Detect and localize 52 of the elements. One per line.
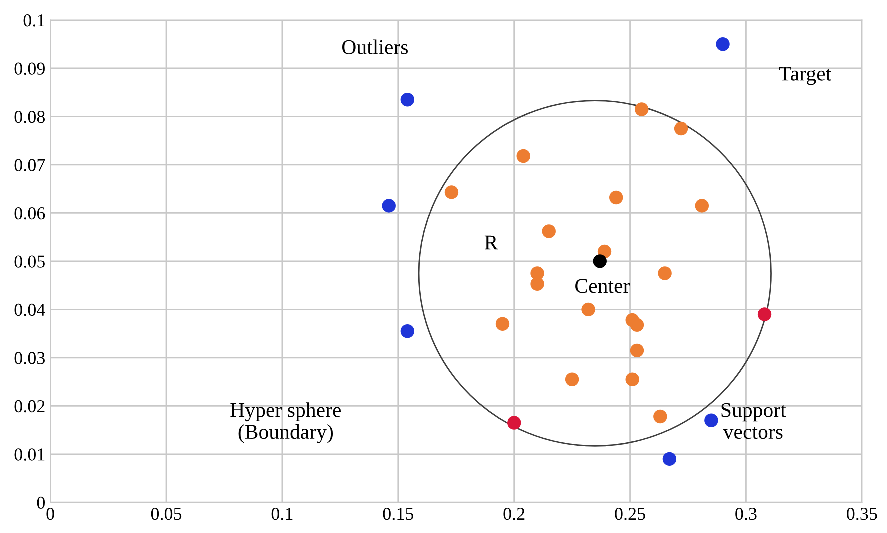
point xyxy=(400,324,415,338)
point xyxy=(630,318,644,332)
annotation: Hyper sphere (Boundary) xyxy=(230,402,342,444)
y-tick-label: 0.1 xyxy=(24,14,45,27)
y-tick-label: 0.07 xyxy=(14,159,46,172)
annotation: Support vectors xyxy=(722,403,786,440)
annotation: Target xyxy=(779,67,832,86)
y-tick-label: 0.08 xyxy=(14,110,46,124)
x-tick-label: 0.35 xyxy=(847,508,878,520)
annotation: R xyxy=(484,236,498,250)
x-tick-label: 0.25 xyxy=(615,508,646,520)
point xyxy=(516,149,530,164)
y-tick-label: 0.09 xyxy=(14,62,45,76)
y-tick-label: 0 xyxy=(37,496,46,510)
annotation: Center xyxy=(576,279,630,294)
x-tick-label: 0.15 xyxy=(383,508,414,520)
annotation: Outliers xyxy=(342,40,408,54)
point xyxy=(758,308,772,322)
point xyxy=(635,102,649,116)
point xyxy=(593,254,607,268)
point xyxy=(507,416,522,430)
point xyxy=(530,266,544,280)
y-tick-label: 0.03 xyxy=(14,352,45,364)
x-tick-label: 0.3 xyxy=(736,508,757,520)
y-tick-label: 0.06 xyxy=(14,207,46,220)
point xyxy=(662,452,677,466)
point xyxy=(658,266,672,280)
point xyxy=(382,199,396,213)
y-tick-label: 0.05 xyxy=(14,256,45,268)
point xyxy=(674,122,688,136)
point xyxy=(695,199,710,213)
point xyxy=(565,372,580,386)
point xyxy=(716,38,730,52)
x-tick-label: 0.1 xyxy=(272,508,293,520)
point xyxy=(444,186,459,200)
point xyxy=(626,372,640,386)
point xyxy=(542,224,556,238)
point xyxy=(530,277,544,291)
point xyxy=(582,302,596,317)
x-tick-label: 0 xyxy=(46,508,54,520)
y-tick-label: 0.02 xyxy=(14,400,45,413)
point xyxy=(654,410,668,424)
point xyxy=(598,244,612,259)
point xyxy=(630,344,644,358)
y-tick-label: 0.04 xyxy=(14,304,46,316)
point xyxy=(704,414,718,428)
point xyxy=(610,190,624,205)
point xyxy=(400,92,415,107)
x-tick-label: 0.05 xyxy=(151,508,182,520)
y-tick-label: 0.01 xyxy=(14,448,45,461)
x-tick-label: 0.2 xyxy=(504,508,525,520)
point xyxy=(496,317,510,331)
